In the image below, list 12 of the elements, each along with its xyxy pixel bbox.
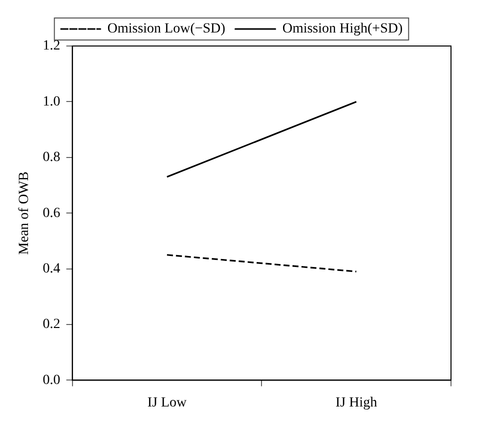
y-tick-label: 0.6: [42, 206, 60, 221]
legend-label: Omission Low(−SD): [107, 22, 226, 37]
legend-label: Omission High(+SD): [282, 22, 403, 37]
y-tick-label: 0.8: [42, 150, 60, 166]
y-tick-label: 0.4: [42, 261, 60, 276]
y-tick-label: 0.0: [42, 372, 60, 388]
y-tick-label: 0.2: [42, 317, 60, 332]
y-tick-label: 1.2: [42, 38, 60, 54]
x-tick-label: IJ Low: [147, 395, 188, 410]
y-axis-title: Mean of OWB: [17, 172, 32, 255]
x-tick-label: IJ High: [336, 395, 378, 410]
y-tick-label: 1.0: [42, 94, 60, 110]
